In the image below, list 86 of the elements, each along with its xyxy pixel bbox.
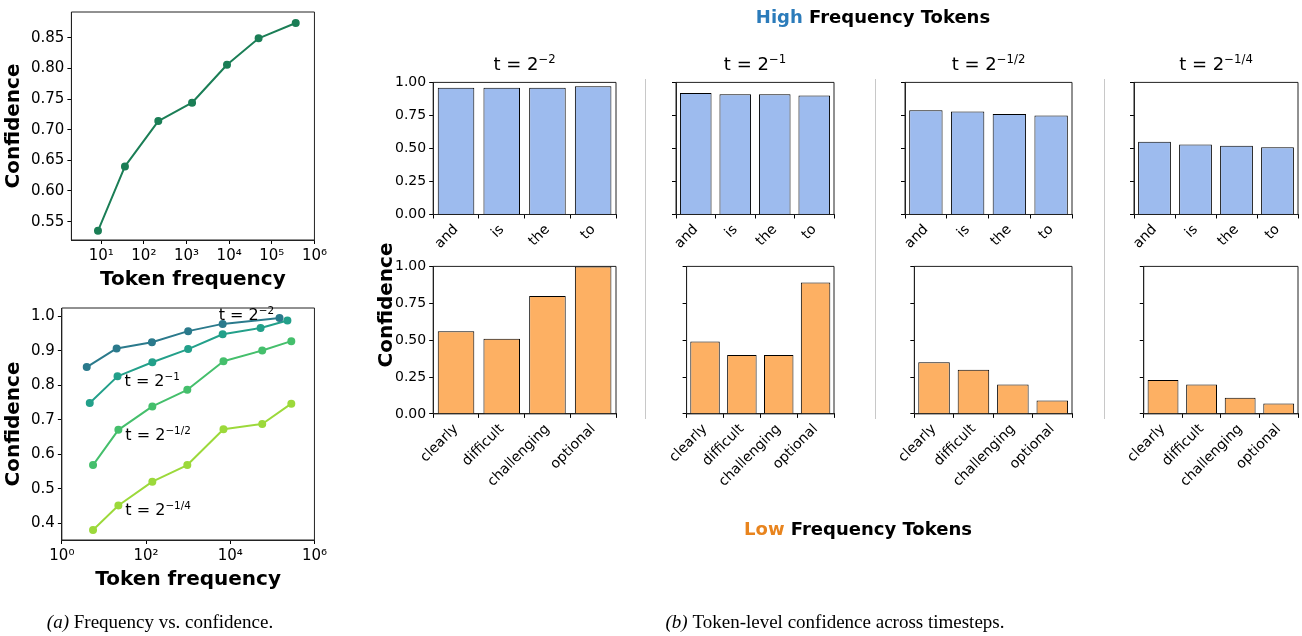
x-tick-label: the bbox=[751, 220, 780, 249]
y-tick-label: 0.4 bbox=[31, 513, 55, 532]
point bbox=[183, 385, 192, 394]
x-tick-label: is bbox=[953, 220, 973, 241]
x-tick-label: 10⁴ bbox=[217, 545, 243, 564]
x-tick-label: 10⁶ bbox=[301, 545, 327, 564]
x-tick-label: to bbox=[576, 220, 598, 243]
y-tick-label: 0.70 bbox=[30, 119, 65, 138]
point bbox=[218, 319, 227, 328]
y-tick-label: 0.50 bbox=[395, 330, 427, 347]
point bbox=[148, 402, 157, 411]
point bbox=[219, 425, 228, 434]
y-axis-title: Confidence bbox=[373, 242, 397, 368]
series-label: t = 2$^{−1}$ bbox=[124, 370, 180, 391]
y-tick-label: 0.65 bbox=[30, 150, 65, 169]
x-axis-title: Token frequency bbox=[100, 266, 286, 291]
y-tick-label: 0.9 bbox=[31, 340, 55, 359]
y-tick-label: 0.75 bbox=[395, 106, 427, 123]
y-tick-label: 0.00 bbox=[395, 205, 427, 222]
point bbox=[287, 337, 296, 346]
y-tick-label: 0.50 bbox=[395, 139, 427, 156]
y-tick-label: 0.75 bbox=[30, 88, 65, 107]
y-tick-label: 0.7 bbox=[31, 409, 55, 428]
y-axis-title: Confidence bbox=[0, 361, 25, 487]
y-tick-label: 1.00 bbox=[395, 73, 427, 90]
point bbox=[183, 461, 192, 470]
y-tick-label: 0.00 bbox=[395, 404, 427, 421]
point bbox=[184, 327, 193, 336]
y-tick-label: 1.00 bbox=[395, 257, 427, 274]
y-tick-label: 0.6 bbox=[31, 444, 55, 463]
x-tick-label: 10⁵ bbox=[259, 245, 285, 264]
point bbox=[148, 358, 157, 367]
y-tick-label: 0.85 bbox=[30, 27, 65, 46]
y-tick-label: 0.80 bbox=[30, 58, 65, 77]
chart-title: t = 2$^{−2}$ bbox=[493, 52, 556, 75]
point bbox=[147, 338, 156, 347]
point bbox=[287, 399, 296, 408]
point bbox=[291, 19, 300, 28]
x-tick-label: is bbox=[1180, 220, 1201, 241]
text: Low Frequency Tokens bbox=[744, 517, 972, 539]
x-tick-label: to bbox=[797, 220, 819, 243]
y-tick-label: 0.5 bbox=[31, 478, 55, 497]
x-tick-label: the bbox=[1213, 220, 1242, 249]
x-axis-title: Token frequency bbox=[95, 566, 281, 591]
y-tick-label: 0.55 bbox=[30, 211, 65, 230]
series-label: t = 2$^{−1/2}$ bbox=[125, 423, 191, 445]
point bbox=[114, 501, 123, 510]
series-label: t = 2$^{−1/4}$ bbox=[125, 499, 191, 520]
text: (b) Token-level confidence across timesteps. bbox=[665, 611, 1005, 632]
x-tick-label: 10⁶ bbox=[301, 245, 327, 264]
y-tick-label: 0.75 bbox=[395, 293, 427, 310]
chart-title: t = 2$^{−1/2}$ bbox=[951, 52, 1026, 75]
y-tick-label: 1.0 bbox=[31, 306, 55, 325]
y-tick-label: 0.25 bbox=[395, 172, 427, 189]
text: (a) Frequency vs. confidence. bbox=[46, 611, 274, 632]
point bbox=[223, 60, 231, 69]
x-tick-label: 10⁴ bbox=[216, 245, 242, 264]
point bbox=[114, 425, 123, 434]
point bbox=[184, 345, 193, 354]
x-tick-label: to bbox=[1034, 220, 1056, 243]
x-tick-label: 10⁰ bbox=[49, 545, 75, 564]
chart-title: t = 2$^{−1}$ bbox=[723, 52, 787, 75]
x-tick-label: is bbox=[487, 220, 507, 241]
series-label: t = 2$^{−2}$ bbox=[218, 303, 274, 325]
x-tick-label: the bbox=[524, 220, 553, 249]
x-tick-label: is bbox=[720, 220, 740, 241]
point bbox=[113, 372, 122, 381]
y-tick-label: 0.8 bbox=[31, 375, 55, 394]
y-axis-title: Confidence bbox=[0, 63, 25, 189]
point bbox=[154, 117, 163, 126]
point bbox=[218, 330, 227, 339]
x-tick-label: 10¹ bbox=[88, 245, 114, 264]
chart-title: t = 2$^{−1/4}$ bbox=[1179, 52, 1253, 75]
x-tick-label: 10³ bbox=[173, 245, 200, 264]
point bbox=[120, 162, 129, 171]
point bbox=[112, 344, 121, 353]
y-tick-label: 0.25 bbox=[395, 367, 427, 384]
y-tick-label: 0.60 bbox=[30, 180, 65, 199]
x-tick-label: the bbox=[986, 220, 1015, 249]
point bbox=[148, 477, 157, 486]
point bbox=[188, 98, 197, 107]
x-tick-label: 10² bbox=[131, 245, 157, 264]
x-tick-label: to bbox=[1260, 220, 1283, 243]
x-tick-label: 10² bbox=[133, 545, 159, 564]
text: High Frequency Tokens bbox=[755, 5, 991, 27]
point bbox=[219, 357, 228, 366]
